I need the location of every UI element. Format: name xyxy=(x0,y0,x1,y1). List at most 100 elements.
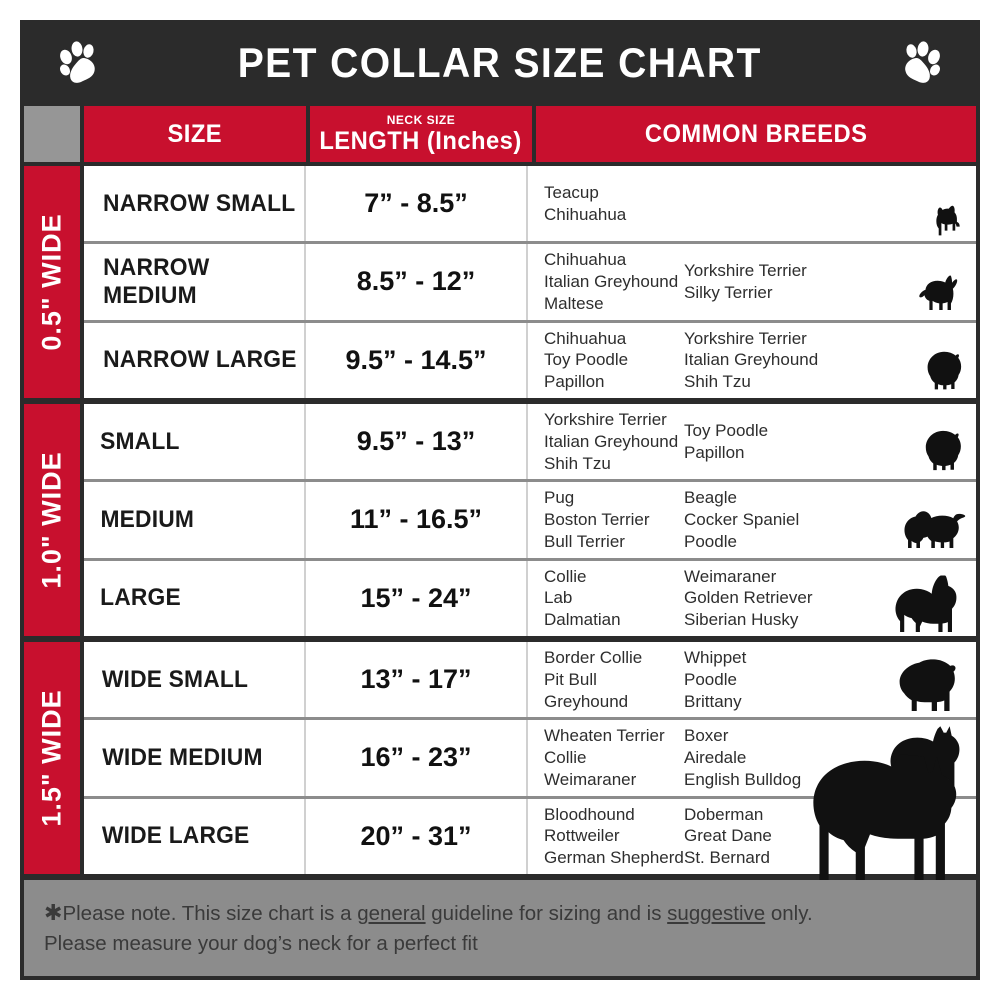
breed-columns: Border Collie Pit Bull Greyhound Whippet Poo… xyxy=(544,647,834,712)
footer-note-line-2: Please measure your dog’s neck for a per… xyxy=(44,932,478,956)
table-row[interactable]: WIDE MEDIUM 16” - 23” Wheaten Terrier Colli… xyxy=(84,720,976,799)
breed-name: Pug xyxy=(544,488,575,508)
table-row[interactable]: NARROW LARGE 9.5” - 14.5” Chihuahua Toy Poo… xyxy=(84,322,976,398)
column-header-length: NECK SIZE LENGTH (Inches) xyxy=(310,106,532,162)
column-header-size-label: SIZE xyxy=(167,119,223,148)
breed-name: Golden Retriever xyxy=(684,588,813,608)
breed-columns: Collie Lab Dalmatian Weimaraner Golden Retri… xyxy=(544,566,834,631)
cell-neck-length: 13” - 17” xyxy=(306,642,528,718)
cell-size: MEDIUM xyxy=(84,482,306,558)
breed-name: Shih Tzu xyxy=(544,453,611,473)
group-width-label-text: 0.5" WIDE xyxy=(36,213,67,351)
column-header-size: SIZE xyxy=(84,106,306,162)
breed-name: Papillon xyxy=(544,372,605,392)
breed-name: Papillon xyxy=(684,442,745,462)
cell-size: WIDE SMALL xyxy=(84,642,306,718)
table-row[interactable]: NARROW MEDIUM 8.5” - 12” Chihuahua Italian … xyxy=(84,244,976,323)
cell-size-text: WIDE MEDIUM xyxy=(102,743,263,771)
group-width-label-text: 1.5" WIDE xyxy=(36,689,67,827)
breed-name: Weimaraner xyxy=(684,566,777,586)
chart-header: PET COLLAR SIZE CHART xyxy=(20,20,980,106)
breed-columns: Wheaten Terrier Collie Weimaraner Boxer Aire… xyxy=(544,725,834,790)
breed-name: Poodle xyxy=(684,669,737,689)
paw-print-icon xyxy=(58,40,102,86)
cell-size: LARGE xyxy=(84,560,306,636)
breed-columns: Teacup Chihuahua xyxy=(544,182,834,226)
width-group: 0.5" WIDE NARROW SMALL 7” - 8.5” Teacup Chih… xyxy=(24,166,976,398)
table-row[interactable]: LARGE 15” - 24” Collie Lab Dalmatian Weimaran… xyxy=(84,560,976,636)
breed-name: Toy Poodle xyxy=(684,420,769,440)
footer-note-text-c: only. xyxy=(765,902,813,926)
page-title: PET COLLAR SIZE CHART xyxy=(237,39,763,86)
chihuahua-silhouette-icon xyxy=(915,270,968,314)
breed-list-c2: Doberman Great Dane St. Bernard xyxy=(684,804,834,869)
column-header-length-sublabel: NECK SIZE xyxy=(386,113,456,128)
breed-name: Italian Greyhound xyxy=(544,431,679,451)
cell-neck-length: 15” - 24” xyxy=(306,560,528,636)
table-column-header: SIZE NECK SIZE LENGTH (Inches) COMMON BR… xyxy=(20,106,980,162)
cell-size-text: SMALL xyxy=(100,427,180,455)
cell-neck-length: 9.5” - 13” xyxy=(306,404,528,480)
breed-name: Bull Terrier xyxy=(544,531,625,551)
breed-list-c1: Yorkshire Terrier Italian Greyhound Shih T… xyxy=(544,409,684,474)
breed-name: Boxer xyxy=(684,726,729,746)
breed-name: Greyhound xyxy=(544,691,629,711)
cell-common-breeds: Border Collie Pit Bull Greyhound Whippet Poo… xyxy=(528,642,976,717)
breed-name: Cocker Spaniel xyxy=(684,510,800,530)
breed-name: Whippet xyxy=(684,648,747,668)
breed-columns: Chihuahua Italian Greyhound Maltese Yorkshi… xyxy=(544,249,834,314)
footer-note-text-a: Please note. This size chart is a xyxy=(62,902,358,926)
breed-list-c2: Boxer Airedale English Bulldog xyxy=(684,725,834,790)
cell-common-breeds: Collie Lab Dalmatian Weimaraner Golden Retri… xyxy=(528,561,976,636)
width-group: 1.5" WIDE WIDE SMALL 13” - 17” Border Colli… xyxy=(24,642,976,896)
table-row[interactable]: NARROW SMALL 7” - 8.5” Teacup Chihuahua xyxy=(84,166,976,245)
breed-name: Dalmatian xyxy=(544,610,621,630)
breed-name: Toy Poodle xyxy=(544,350,629,370)
cell-size-text: NARROW MEDIUM xyxy=(103,253,210,309)
breed-name: German Shepherd xyxy=(544,848,684,868)
breed-list-c2 xyxy=(684,182,834,226)
breed-name: Collie xyxy=(544,748,587,768)
cell-common-breeds: Chihuahua Italian Greyhound Maltese Yorkshi… xyxy=(528,244,976,319)
footer-note-text-b: guideline for sizing and is xyxy=(425,902,668,926)
breed-name: Pit Bull xyxy=(544,669,597,689)
table-row[interactable]: MEDIUM 11” - 16.5” Pug Boston Terrier Bull T… xyxy=(84,482,976,561)
table-row[interactable]: SMALL 9.5” - 13” Yorkshire Terrier Italian … xyxy=(84,404,976,483)
cell-neck-length: 11” - 16.5” xyxy=(306,482,528,558)
table-row[interactable]: WIDE SMALL 13” - 17” Border Collie Pit Bull… xyxy=(84,642,976,721)
cell-neck-length: 16” - 23” xyxy=(306,720,528,796)
bulldog-silhouette-icon xyxy=(895,656,968,712)
cell-common-breeds: Bloodhound Rottweiler German Shepherd Dober… xyxy=(528,754,976,896)
breed-name: Beagle xyxy=(684,488,737,508)
cell-size-text: NARROW LARGE xyxy=(103,346,297,374)
footer-note: ✱Please note. This size chart is a gener… xyxy=(24,880,976,976)
breed-name: Chihuahua xyxy=(544,250,627,270)
table-row[interactable]: WIDE LARGE 20” - 31” Bloodhound Rottweiler G… xyxy=(84,754,976,896)
breed-name: Airedale xyxy=(684,748,747,768)
breed-name: Border Collie xyxy=(544,648,643,668)
breed-name: Silky Terrier xyxy=(684,282,773,302)
group-rows: SMALL 9.5” - 13” Yorkshire Terrier Italian … xyxy=(84,404,976,636)
cell-neck-length: 7” - 8.5” xyxy=(306,166,528,242)
cell-size-text: WIDE LARGE xyxy=(101,822,250,850)
asterisk-icon: ✱ xyxy=(44,900,63,926)
breed-name: Poodle xyxy=(684,531,737,551)
cell-common-breeds: Yorkshire Terrier Italian Greyhound Shih T… xyxy=(528,404,976,479)
width-group: 1.0" WIDE SMALL 9.5” - 13” Yorkshire Terrie… xyxy=(24,404,976,636)
breed-name: Yorkshire Terrier xyxy=(684,261,807,281)
group-width-label: 0.5" WIDE xyxy=(24,166,80,398)
footer-note-line-1: ✱Please note. This size chart is a gener… xyxy=(44,897,956,929)
pitbull-silhouette-icon xyxy=(890,725,968,793)
breed-list-c1: Chihuahua Toy Poodle Papillon xyxy=(544,328,684,393)
group-rows: WIDE SMALL 13” - 17” Border Collie Pit Bull… xyxy=(84,642,976,896)
breed-list-c2: Yorkshire Terrier Italian Greyhound Shih T… xyxy=(684,328,834,393)
group-rows: NARROW SMALL 7” - 8.5” Teacup Chihuahua NARR… xyxy=(84,166,976,398)
breed-name: Shih Tzu xyxy=(684,372,751,392)
breed-name: Teacup xyxy=(544,182,599,202)
cell-neck-length: 8.5” - 12” xyxy=(306,244,528,320)
cell-size-text: MEDIUM xyxy=(100,505,195,533)
breed-list-c2: Toy Poodle Papillon xyxy=(684,409,834,474)
cell-size: SMALL xyxy=(84,404,306,480)
cell-common-breeds: Wheaten Terrier Collie Weimaraner Boxer Aire… xyxy=(528,720,976,795)
breed-name: Doberman xyxy=(684,804,764,824)
